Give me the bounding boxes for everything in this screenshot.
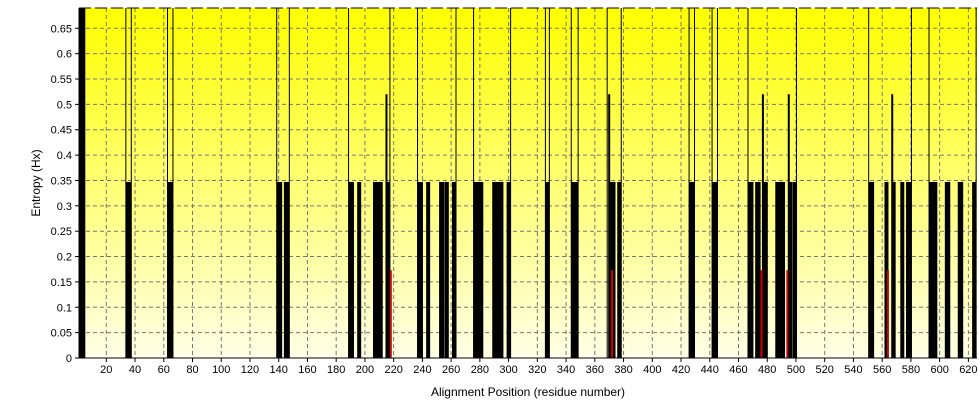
x-tick-label: 560 [873, 364, 891, 376]
entropy-bar [690, 181, 695, 358]
y-tick-label: 0.5 [57, 99, 72, 111]
entropy-bar [891, 181, 896, 358]
x-tick-label: 460 [729, 364, 747, 376]
x-tick-label: 40 [129, 364, 141, 376]
entropy-bar [440, 181, 445, 358]
x-axis-title: Alignment Position (residue number) [431, 385, 625, 399]
x-tick-label: 600 [930, 364, 948, 376]
x-tick-label: 240 [413, 364, 431, 376]
plot-background [79, 8, 977, 358]
x-tick-label: 80 [186, 364, 198, 376]
entropy-bar [907, 181, 912, 358]
y-tick-label: 0.15 [51, 277, 72, 289]
entropy-bar [933, 181, 938, 358]
x-tick-label: 300 [499, 364, 517, 376]
x-tick-label: 340 [557, 364, 575, 376]
entropy-bar [608, 94, 611, 358]
entropy-bar-highlight [389, 270, 392, 358]
x-tick-label: 160 [298, 364, 316, 376]
bars-layer [79, 8, 977, 358]
x-tick-label: 520 [816, 364, 834, 376]
entropy-bar [357, 181, 362, 358]
y-tick-label: 0.65 [51, 23, 72, 35]
entropy-bar [499, 181, 504, 358]
entropy-bar [426, 181, 431, 358]
y-tick-label: 0.05 [51, 328, 72, 340]
x-tick-labels: 20 40 60 80 100 120 140 160 180 200 220 240 260 280 30… [100, 358, 978, 376]
entropy-bar [763, 181, 768, 358]
x-tick-label: 620 [959, 364, 977, 376]
x-tick-label: 100 [212, 364, 230, 376]
y-tick-label: 0.4 [57, 150, 72, 162]
entropy-bar [788, 181, 793, 358]
entropy-bar [385, 181, 390, 358]
entropy-bar [900, 181, 905, 358]
entropy-bar [617, 181, 622, 358]
x-tick-label: 120 [241, 364, 259, 376]
x-tick-label: 540 [844, 364, 862, 376]
x-tick-label: 420 [672, 364, 690, 376]
x-tick-label: 200 [356, 364, 374, 376]
x-tick-label: 140 [270, 364, 288, 376]
entropy-bar [713, 181, 718, 358]
x-tick-label: 360 [586, 364, 604, 376]
y-tick-label: 0.25 [51, 226, 72, 238]
entropy-bar [574, 181, 579, 358]
entropy-bar [870, 181, 875, 358]
entropy-bar [349, 181, 354, 358]
entropy-bar-highlight [786, 270, 789, 358]
entropy-bar [946, 181, 951, 358]
entropy-bar [444, 181, 449, 358]
y-tick-labels: 0 0.05 0.1 0.15 0.2 0.25 0.3 0.35 0.4 0.45 0.5 0.55… [51, 23, 79, 365]
entropy-bar [959, 181, 964, 358]
entropy-bar [749, 181, 754, 358]
entropy-bar-highlight [886, 270, 889, 358]
y-axis-title: Entropy (Hx) [29, 149, 43, 216]
entropy-bar [452, 181, 457, 358]
variable-block-start [79, 8, 86, 358]
entropy-bar [506, 181, 511, 358]
y-tick-label: 0.45 [51, 125, 72, 137]
y-tick-label: 0 [66, 353, 72, 365]
x-tick-label: 180 [327, 364, 345, 376]
entropy-bar [278, 181, 283, 358]
x-tick-label: 480 [758, 364, 776, 376]
entropy-bar [479, 181, 484, 358]
entropy-bar [545, 181, 550, 358]
x-tick-label: 500 [787, 364, 805, 376]
x-tick-label: 260 [442, 364, 460, 376]
entropy-bar [168, 181, 173, 358]
entropy-bar [756, 181, 761, 358]
x-tick-label: 440 [701, 364, 719, 376]
entropy-bar [792, 181, 797, 358]
x-tick-label: 20 [100, 364, 112, 376]
entropy-bar [884, 181, 889, 358]
entropy-bar [285, 181, 290, 358]
entropy-bar [972, 181, 977, 358]
x-tick-label: 400 [643, 364, 661, 376]
y-tick-label: 0.2 [57, 252, 72, 264]
x-tick-label: 580 [902, 364, 920, 376]
x-tick-label: 380 [614, 364, 632, 376]
entropy-bar [474, 181, 479, 358]
entropy-bar [418, 181, 423, 358]
entropy-bar-highlight [611, 270, 614, 358]
y-tick-label: 0.35 [51, 175, 72, 187]
entropy-bar [378, 181, 383, 358]
x-tick-label: 320 [528, 364, 546, 376]
y-tick-label: 0.3 [57, 201, 72, 213]
x-tick-label: 60 [158, 364, 170, 376]
y-tick-label: 0.6 [57, 49, 72, 61]
y-tick-label: 0.55 [51, 74, 72, 86]
entropy-bar [781, 181, 786, 358]
y-tick-label: 0.1 [57, 302, 72, 314]
x-tick-label: 280 [471, 364, 489, 376]
entropy-bar [611, 181, 616, 358]
entropy-bar-highlight [760, 270, 763, 358]
x-tick-label: 220 [384, 364, 402, 376]
entropy-bar [127, 181, 132, 358]
